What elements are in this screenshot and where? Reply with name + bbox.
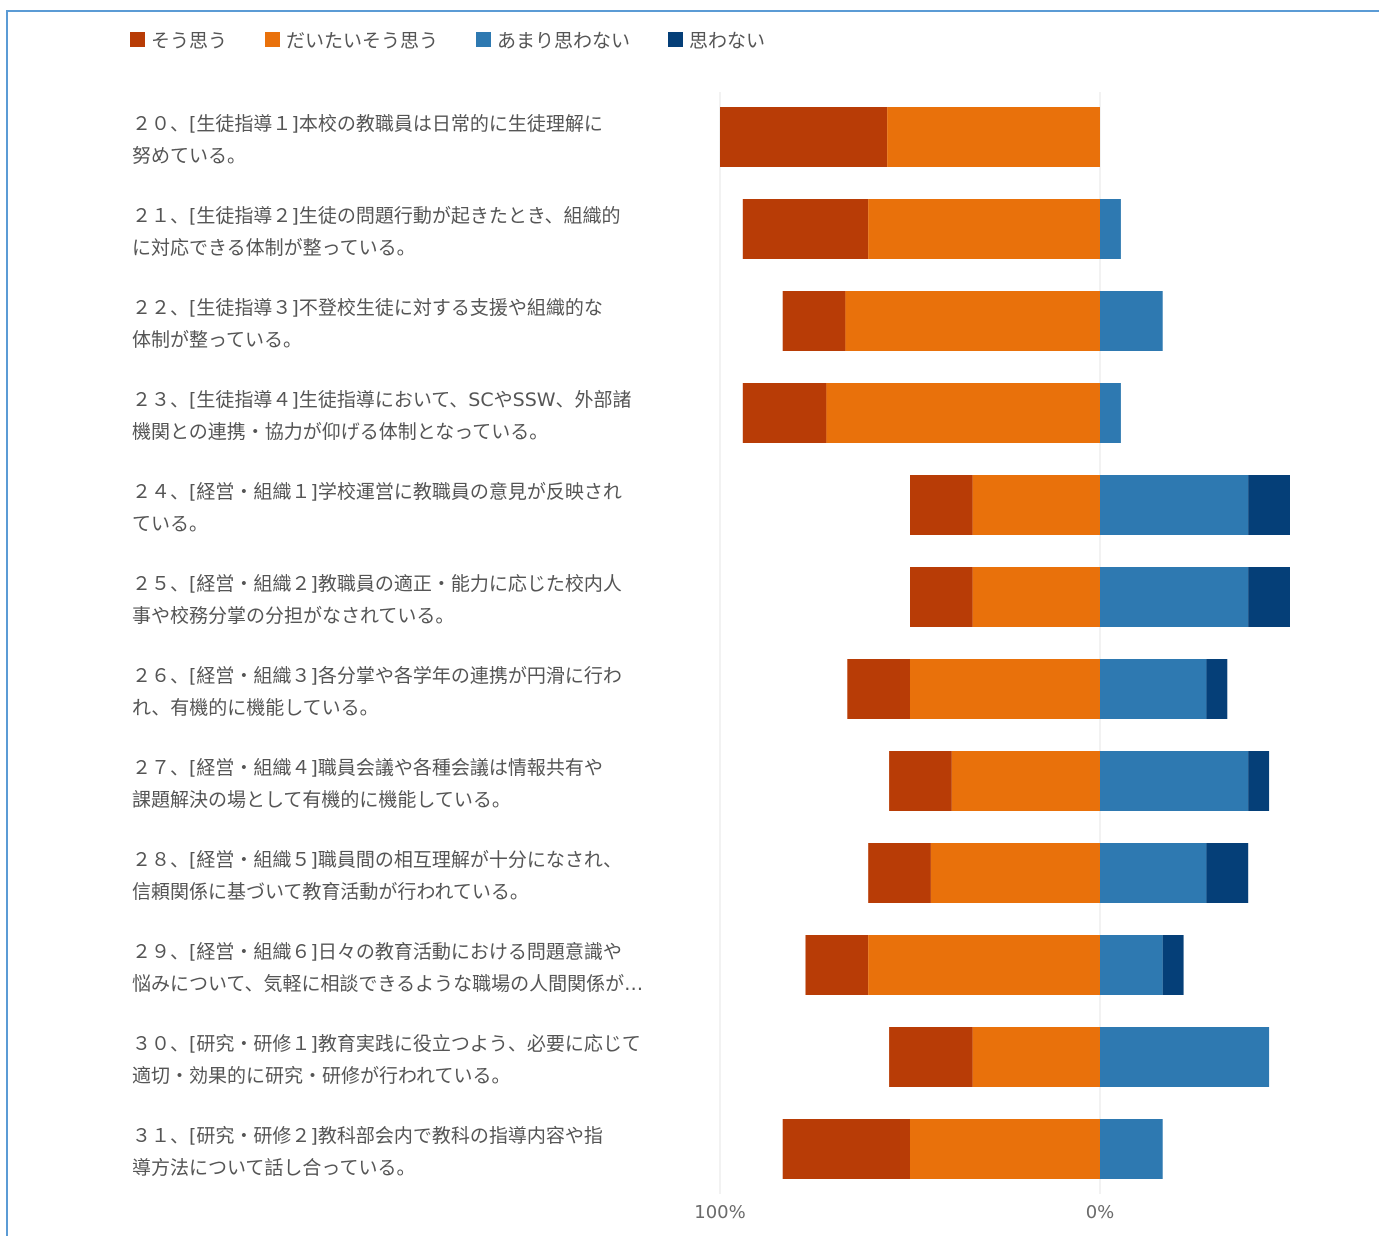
legend-item-mostly-agree[interactable]: だいたいそう思う <box>265 26 438 53</box>
bar-row1-strongly-agree <box>742 199 869 259</box>
bar-row3-strongly-agree <box>742 383 827 443</box>
bar-row3-not-much <box>1100 383 1121 443</box>
category-label: ３０、[研究・研修１]教育実践に役立つよう、必要に応じて 適切・効果的に研究・研修… <box>132 1028 692 1092</box>
category-label-line: 事や校務分掌の分担がなされている。 <box>132 605 455 627</box>
legend-swatch-mostly-agree <box>265 31 281 47</box>
bar-row6-not-much <box>1100 659 1207 719</box>
category-label: ２９、[経営・組織６]日々の教育活動における問題意識や 悩みについて、気軽に相談で… <box>132 936 692 1000</box>
bar-row8-disagree <box>1206 843 1249 903</box>
bar-row0-strongly-agree <box>720 107 888 167</box>
category-label-line: ２４、[経営・組織１]学校運営に教職員の意見が反映され <box>132 481 622 503</box>
bar-row4-strongly-agree <box>910 475 973 535</box>
bar-row2-not-much <box>1100 291 1163 351</box>
chart-frame <box>6 10 1379 1236</box>
category-label: ２７、[経営・組織４]職員会議や各種会議は情報共有や 課題解決の場として有機的に機… <box>132 752 692 816</box>
category-label-line: れ、有機的に機能している。 <box>132 697 379 719</box>
bar-row11-not-much <box>1100 1119 1163 1179</box>
bar-row7-strongly-agree <box>889 751 952 811</box>
category-label-line: ２２、[生徒指導３]不登校生徒に対する支援や組織的な <box>132 297 603 319</box>
bar-row0-mostly-agree <box>887 107 1100 167</box>
bar-row5-disagree <box>1248 567 1290 627</box>
category-label: ２８、[経営・組織５]職員間の相互理解が十分になされ、 信頼関係に基づいて教育活動… <box>132 844 692 908</box>
category-label: ３１、[研究・研修２]教科部会内で教科の指導内容や指 導方法について話し合っている… <box>132 1120 692 1184</box>
category-label-line: 体制が整っている。 <box>132 329 303 351</box>
category-label-line: ３１、[研究・研修２]教科部会内で教科の指導内容や指 <box>132 1125 603 1147</box>
bar-row3-mostly-agree <box>826 383 1100 443</box>
category-label: ２５、[経営・組織２]教職員の適正・能力に応じた校内人 事や校務分掌の分担がなされ… <box>132 568 692 632</box>
bar-row10-strongly-agree <box>889 1027 973 1087</box>
bar-row11-strongly-agree <box>782 1119 910 1179</box>
category-label-line: ２５、[経営・組織２]教職員の適正・能力に応じた校内人 <box>132 573 622 595</box>
bar-row5-mostly-agree <box>972 567 1100 627</box>
legend-label-mostly-agree: だいたいそう思う <box>286 29 439 52</box>
category-label-line: ２７、[経営・組織４]職員会議や各種会議は情報共有や <box>132 757 603 779</box>
bar-row10-not-much <box>1100 1027 1270 1087</box>
legend-swatch-disagree <box>668 31 684 47</box>
bar-row2-mostly-agree <box>845 291 1100 351</box>
category-label: ２３、[生徒指導４]生徒指導において、SCやSSW、外部諸 機関との連携・協力が仰… <box>132 384 692 448</box>
bar-row5-strongly-agree <box>910 567 973 627</box>
bar-row9-not-much <box>1100 935 1163 995</box>
bar-row4-mostly-agree <box>972 475 1100 535</box>
bar-row7-mostly-agree <box>951 751 1100 811</box>
bar-row11-mostly-agree <box>910 1119 1100 1179</box>
category-label-line: 努めている。 <box>132 145 247 167</box>
bar-row2-strongly-agree <box>782 291 846 351</box>
bar-row4-not-much <box>1100 475 1249 535</box>
category-label: ２４、[経営・組織１]学校運営に教職員の意見が反映され ている。 <box>132 476 692 540</box>
legend-label-disagree: 思わない <box>689 29 766 52</box>
bar-row6-disagree <box>1206 659 1228 719</box>
category-label-line: ている。 <box>132 513 209 535</box>
bar-row8-strongly-agree <box>868 843 931 903</box>
category-label-line: に対応できる体制が整っている。 <box>132 237 416 259</box>
x-tick-label: 100% <box>694 1202 745 1223</box>
chart-legend: そう思う だいたいそう思う あまり思わない 思わない <box>130 26 803 52</box>
legend-swatch-not-much <box>476 31 492 47</box>
category-label: ２１、[生徒指導２]生徒の問題行動が起きたとき、組織的 に対応できる体制が整ってい… <box>132 200 692 264</box>
category-label-line: 導方法について話し合っている。 <box>132 1157 416 1179</box>
category-label: ２０、[生徒指導１]本校の教職員は日常的に生徒理解に 努めている。 <box>132 108 692 172</box>
legend-item-disagree[interactable]: 思わない <box>668 26 765 53</box>
bar-row6-strongly-agree <box>847 659 910 719</box>
bar-row9-strongly-agree <box>805 935 869 995</box>
legend-item-strongly-agree[interactable]: そう思う <box>130 26 227 53</box>
category-label-line: 適切・効果的に研究・研修が行われている。 <box>132 1065 511 1087</box>
category-label-line: 信頼関係に基づいて教育活動が行われている。 <box>132 881 529 903</box>
bar-row1-mostly-agree <box>868 199 1100 259</box>
bar-row8-mostly-agree <box>930 843 1100 903</box>
bar-row10-mostly-agree <box>972 1027 1100 1087</box>
category-label-line: ３０、[研究・研修１]教育実践に役立つよう、必要に応じて <box>132 1033 641 1055</box>
bar-row9-mostly-agree <box>868 935 1100 995</box>
category-label-line: ２１、[生徒指導２]生徒の問題行動が起きたとき、組織的 <box>132 205 621 227</box>
bar-row7-disagree <box>1248 751 1270 811</box>
bar-row6-mostly-agree <box>910 659 1100 719</box>
category-label-line: 課題解決の場として有機的に機能している。 <box>132 789 511 811</box>
bar-row7-not-much <box>1100 751 1249 811</box>
bar-row9-disagree <box>1162 935 1184 995</box>
category-label-line: 悩みについて、気軽に相談できるような職場の人間関係が… <box>132 973 644 995</box>
legend-item-not-much[interactable]: あまり思わない <box>476 26 630 53</box>
bar-row4-disagree <box>1248 475 1290 535</box>
category-label-line: ２３、[生徒指導４]生徒指導において、SCやSSW、外部諸 <box>132 389 632 411</box>
category-label-line: ２６、[経営・組織３]各分掌や各学年の連携が円滑に行わ <box>132 665 622 687</box>
category-label-line: ２０、[生徒指導１]本校の教職員は日常的に生徒理解に <box>132 113 603 135</box>
legend-swatch-strongly-agree <box>130 31 145 47</box>
legend-label-strongly-agree: そう思う <box>151 29 228 52</box>
bar-row1-not-much <box>1100 199 1121 259</box>
x-tick-label: 0% <box>1086 1202 1115 1223</box>
legend-label-not-much: あまり思わない <box>497 29 631 52</box>
category-label-line: ２９、[経営・組織６]日々の教育活動における問題意識や <box>132 941 622 963</box>
category-label: ２２、[生徒指導３]不登校生徒に対する支援や組織的な 体制が整っている。 <box>132 292 692 356</box>
category-label-line: 機関との連携・協力が仰げる体制となっている。 <box>132 421 549 443</box>
bar-row5-not-much <box>1100 567 1249 627</box>
category-label-line: ２８、[経営・組織５]職員間の相互理解が十分になされ、 <box>132 849 623 871</box>
bar-row8-not-much <box>1100 843 1207 903</box>
category-label: ２６、[経営・組織３]各分掌や各学年の連携が円滑に行わ れ、有機的に機能している。 <box>132 660 692 724</box>
